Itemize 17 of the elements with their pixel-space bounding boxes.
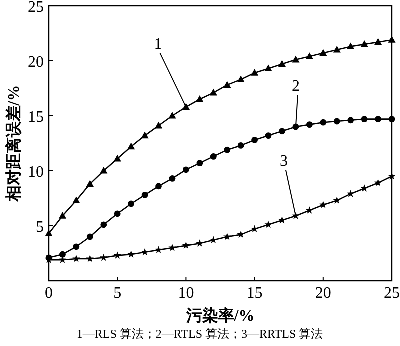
y-tick-label: 5: [36, 219, 44, 236]
x-tick-label: 20: [315, 285, 332, 302]
text: 3: [280, 153, 288, 170]
x-tick-label: 5: [114, 285, 122, 302]
y-tick-label: 15: [28, 109, 44, 126]
text: 1: [154, 36, 162, 54]
x-tick-label: 10: [178, 285, 194, 302]
x-tick-label: 25: [384, 285, 400, 302]
x-axis-title: 污染率/%: [185, 306, 255, 325]
y-axis-title: 相对距离误差/%: [4, 85, 23, 203]
x-tick-label: 0: [45, 285, 53, 302]
text: 1—RLS 算法；2—RTLS 算法；3—RRTLS 算法: [76, 327, 324, 341]
y-tick-label: 25: [28, 0, 44, 16]
y-tick-label: 10: [28, 164, 44, 181]
series-label: 2: [292, 78, 300, 95]
y-tick-label: 20: [28, 54, 44, 71]
x-tick-label: 15: [246, 285, 263, 302]
